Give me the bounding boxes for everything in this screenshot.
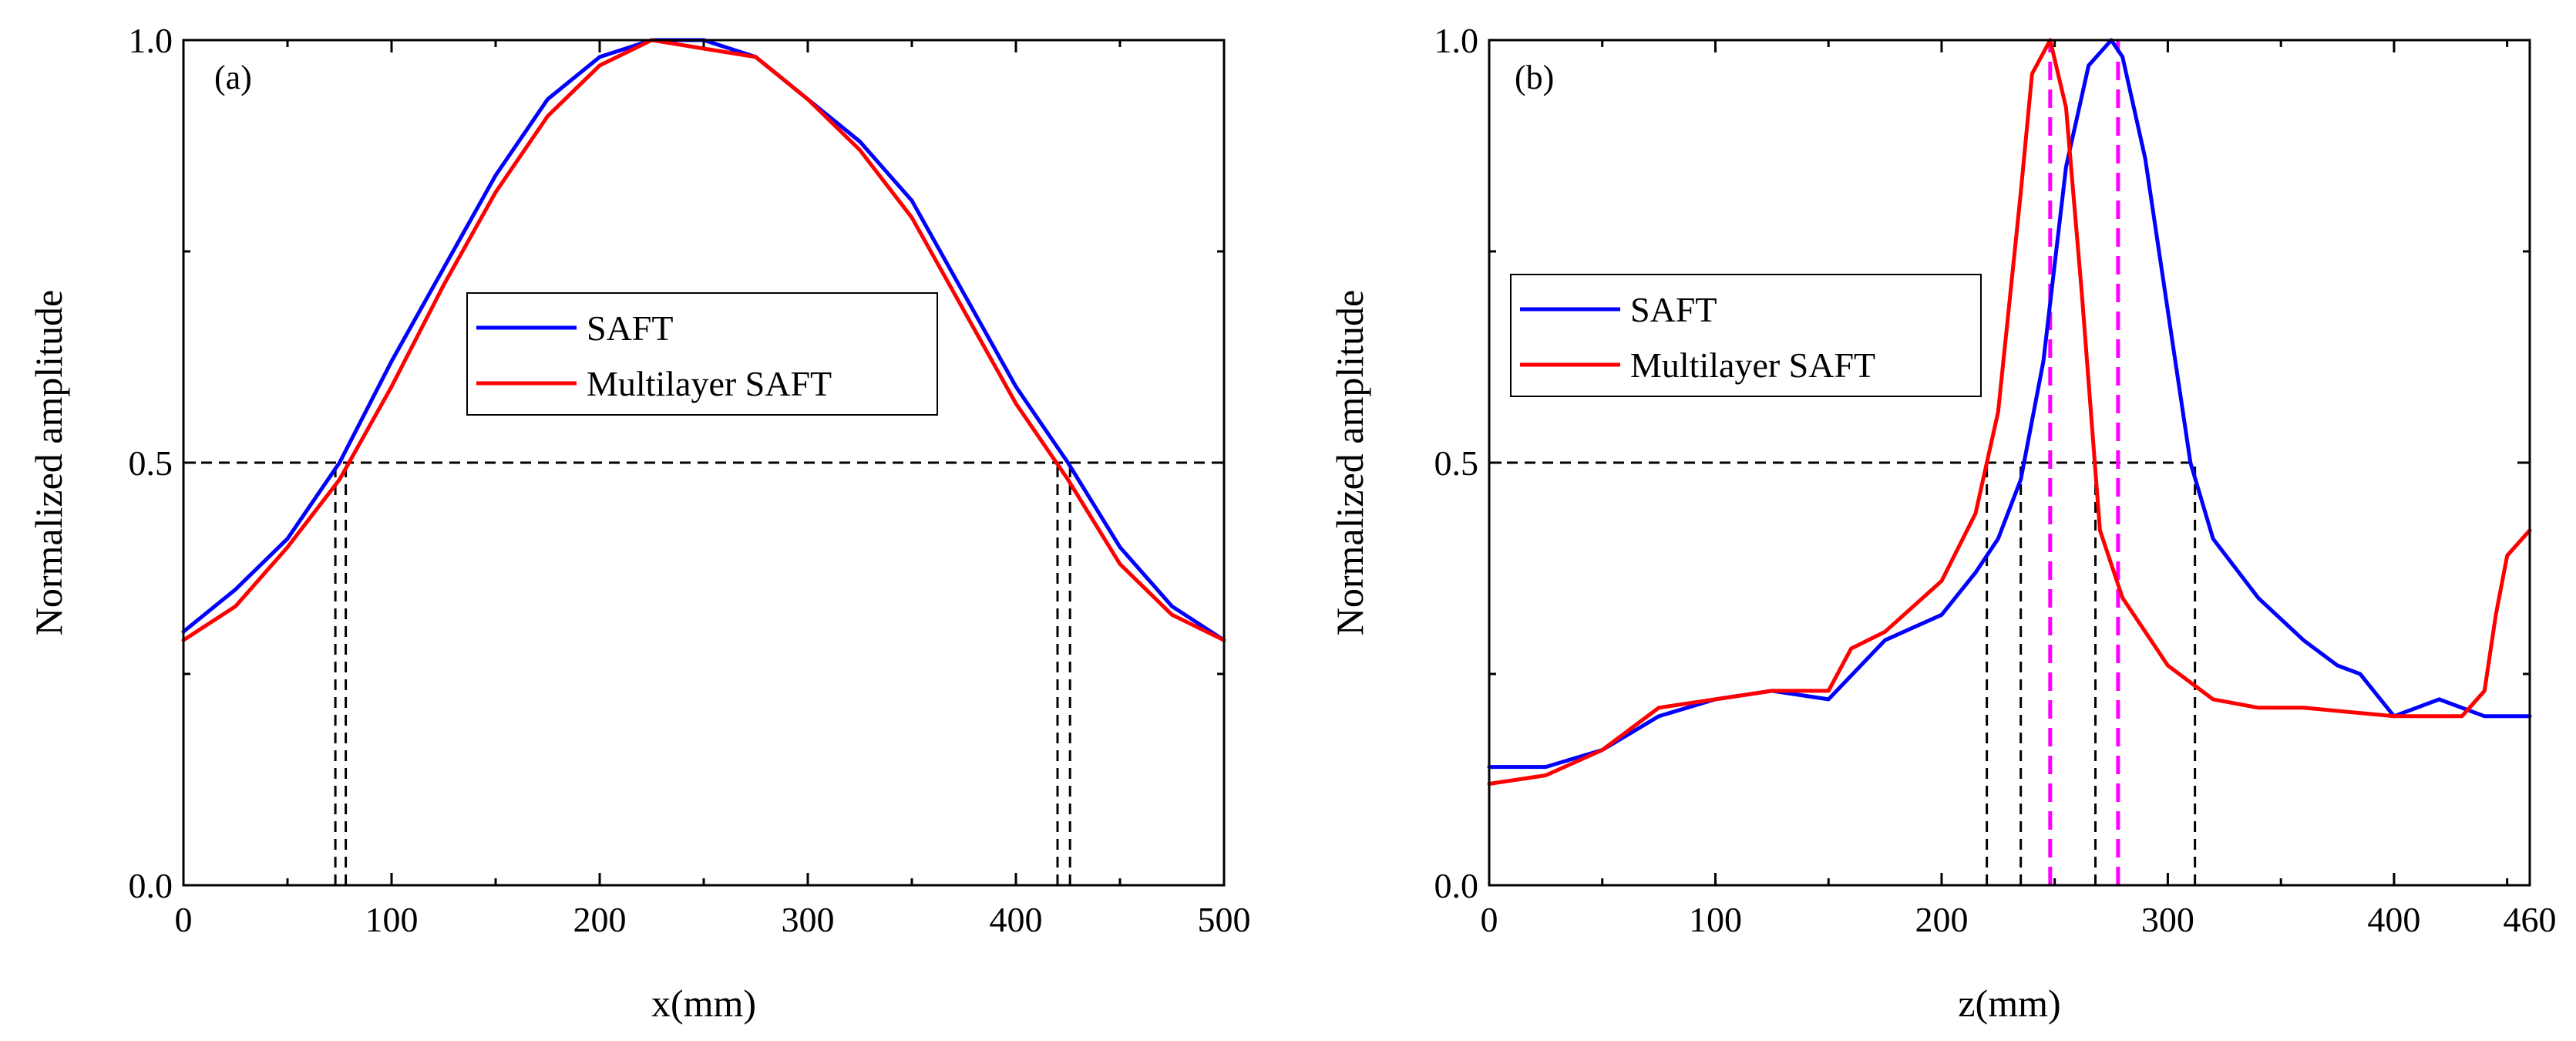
series-line-saft [1487, 38, 2532, 770]
legend-box [466, 292, 938, 416]
y-tick-label: 1.0 [1434, 21, 1479, 60]
y-tick-label: 0.5 [1434, 443, 1479, 483]
y-tick-label: 1.0 [129, 21, 173, 60]
legend-label: SAFT [1630, 290, 1717, 329]
y-tick-label: 0.0 [129, 866, 173, 905]
legend-label: Multilayer SAFT [1630, 345, 1875, 385]
x-axis-title: z(mm) [1958, 982, 2060, 1025]
x-tick-label: 460 [2504, 900, 2557, 939]
legend: SAFT Multilayer SAFT [1510, 274, 1982, 397]
y-axis-title: Normalized amplitude [27, 290, 70, 635]
x-tick-label: 200 [573, 900, 627, 939]
series-line-multilayer-saft [1487, 38, 2532, 786]
x-tick-label: 400 [2367, 900, 2420, 939]
panel-label: (a) [214, 59, 252, 96]
x-tick-label: 100 [365, 900, 419, 939]
x-tick-label: 0 [1481, 900, 1498, 939]
panel-label: (b) [1515, 59, 1554, 96]
x-axis-title: x(mm) [651, 982, 756, 1025]
x-tick-label: 100 [1689, 900, 1742, 939]
legend: SAFT Multilayer SAFT [466, 292, 938, 416]
panel-a: 0 100 200 300 400 500 0.0 0.5 1.0 x(mm) Normalized… [27, 21, 1251, 1025]
x-tick-label: 200 [1915, 900, 1968, 939]
legend-label: Multilayer SAFT [587, 364, 832, 403]
x-tick-label: 0 [175, 900, 193, 939]
x-tick-label: 300 [782, 900, 835, 939]
series-line-multilayer-saft [181, 38, 1226, 642]
x-tick-label: 500 [1198, 900, 1251, 939]
x-tick-label: 400 [990, 900, 1043, 939]
y-tick-label: 0.0 [1434, 866, 1479, 905]
x-tick-label: 300 [2141, 900, 2194, 939]
panel-b: 0 100 200 300 400 460 0.0 0.5 1.0 z(mm) Normalized… [1328, 21, 2557, 1025]
legend-label: SAFT [587, 308, 673, 348]
y-axis-title: Normalized amplitude [1328, 290, 1371, 635]
legend-box [1510, 274, 1982, 397]
y-tick-label: 0.5 [129, 443, 173, 483]
